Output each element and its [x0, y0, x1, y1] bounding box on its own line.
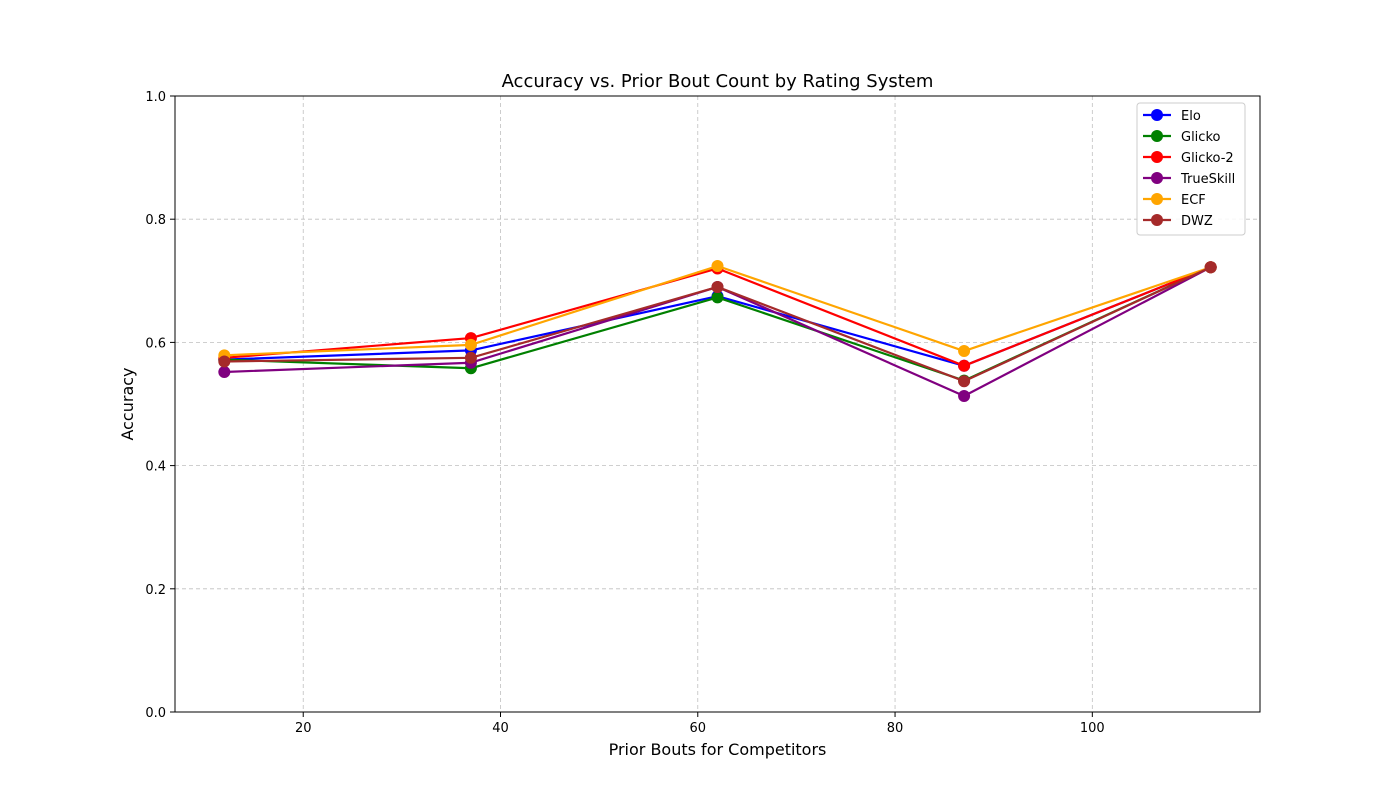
- x-tick-label: 60: [689, 721, 706, 736]
- x-axis-label: Prior Bouts for Competitors: [609, 740, 827, 759]
- y-tick-label: 1.0: [145, 90, 166, 105]
- legend: Elo Glicko Glicko-2 TrueSkill ECF DWZ: [1136, 102, 1246, 236]
- series-layer: [218, 260, 1217, 402]
- y-tick-label: 0.4: [145, 460, 166, 475]
- y-tick-label: 0.8: [145, 213, 166, 228]
- data-point: [711, 280, 724, 293]
- legend-marker: [1151, 109, 1163, 121]
- x-tick-label: 100: [1080, 721, 1105, 736]
- legend-item: ECF: [1143, 193, 1206, 208]
- data-point: [711, 260, 724, 273]
- legend-label: TrueSkill: [1180, 172, 1235, 187]
- legend-label: Glicko: [1181, 130, 1221, 145]
- legend-item: DWZ: [1143, 214, 1213, 229]
- y-tick-label: 0.2: [145, 583, 166, 598]
- legend-label: DWZ: [1181, 214, 1213, 229]
- chart-title: Accuracy vs. Prior Bout Count by Rating …: [502, 71, 934, 92]
- legend-label: ECF: [1181, 193, 1206, 208]
- data-point: [711, 291, 724, 304]
- legend-marker: [1151, 214, 1163, 226]
- data-point: [958, 375, 971, 388]
- grid-layer: [175, 96, 1260, 712]
- data-point: [464, 351, 477, 364]
- data-point: [218, 355, 231, 368]
- series-dwz: [218, 261, 1217, 388]
- plot-area-frame: [174, 95, 1261, 713]
- x-tick-label: 40: [492, 721, 509, 736]
- legend-item: Glicko-2: [1143, 151, 1234, 166]
- legend-item: TrueSkill: [1143, 172, 1235, 187]
- legend-item: Glicko: [1143, 130, 1221, 145]
- legend-marker: [1151, 130, 1163, 142]
- x-tick-label: 20: [295, 721, 312, 736]
- y-tick-label: 0.6: [145, 336, 166, 351]
- y-tick-label: 0.0: [145, 706, 166, 721]
- data-point: [218, 365, 231, 378]
- legend-marker: [1151, 172, 1163, 184]
- data-point: [1204, 261, 1217, 274]
- series-ecf: [218, 260, 1217, 362]
- legend-marker: [1151, 193, 1163, 205]
- legend-label: Elo: [1181, 109, 1201, 124]
- x-tick-label: 80: [887, 721, 904, 736]
- legend-marker: [1151, 151, 1163, 163]
- tick-layer: 20 40 60 80 100 0.0 0.2 0.4 0.6 0.8 1.0: [145, 90, 1104, 736]
- data-point: [958, 389, 971, 402]
- data-point: [464, 338, 477, 351]
- legend-label: Glicko-2: [1181, 151, 1234, 166]
- legend-item: Elo: [1143, 109, 1201, 124]
- series-line: [224, 264, 1212, 357]
- data-point: [958, 359, 971, 372]
- y-axis-label: Accuracy: [118, 367, 137, 440]
- data-point: [958, 345, 971, 358]
